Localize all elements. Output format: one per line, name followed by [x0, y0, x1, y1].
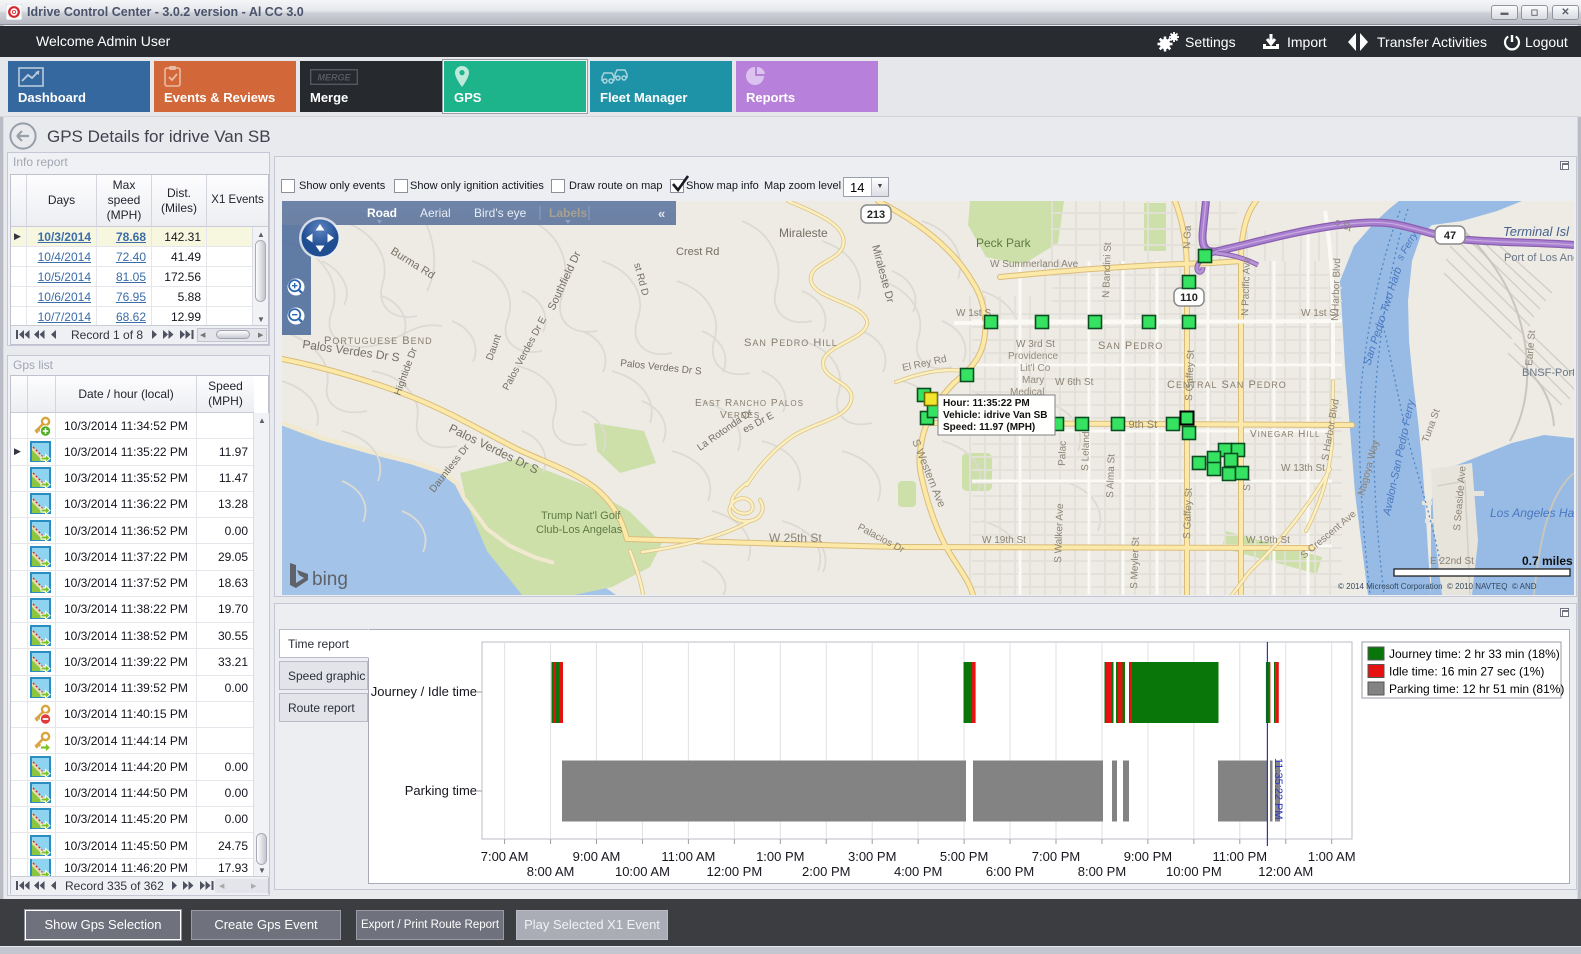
svg-text:Crest Rd: Crest Rd: [676, 246, 719, 258]
svg-text:Road: Road: [367, 206, 397, 220]
svg-text:Miraleste: Miraleste: [779, 226, 828, 240]
svg-text:10:00 PM: 10:00 PM: [1166, 864, 1222, 879]
svg-text:W 1st S: W 1st S: [956, 308, 991, 319]
svg-text:11:00 AM: 11:00 AM: [661, 849, 715, 864]
svg-text:SAN PEDRO HILL: SAN PEDRO HILL: [744, 337, 838, 349]
svg-text:Journey time: 2 hr 33 min (18%: Journey time: 2 hr 33 min (18%): [1389, 647, 1560, 661]
svg-text:SAN PEDRO: SAN PEDRO: [1098, 340, 1163, 352]
svg-text:5:00 PM: 5:00 PM: [940, 849, 988, 864]
svg-text:11:00 PM: 11:00 PM: [1212, 849, 1267, 864]
svg-text:Peck Park: Peck Park: [976, 236, 1032, 250]
svg-text:W 19th St: W 19th St: [1246, 535, 1290, 546]
svg-text:S Walker Ave: S Walker Ave: [1053, 503, 1066, 563]
svg-text:VERDES: VERDES: [720, 410, 760, 421]
svg-text:Providence: Providence: [1008, 351, 1058, 362]
svg-text:W 19th St: W 19th St: [982, 535, 1026, 546]
svg-text:S Meyler St: S Meyler St: [1129, 537, 1142, 589]
svg-text:Port of Los Angel: Port of Los Angel: [1504, 252, 1574, 264]
svg-text:9:00 PM: 9:00 PM: [1124, 849, 1172, 864]
svg-text:Earle St: Earle St: [1524, 330, 1538, 367]
svg-text:W 9th St: W 9th St: [1115, 419, 1157, 431]
svg-text:8:00 AM: 8:00 AM: [527, 864, 575, 879]
svg-text:0.7 miles: 0.7 miles: [1522, 554, 1573, 568]
svg-text:© 2014 Microsoft Corporation: © 2014 Microsoft Corporation © 2010 NAVT…: [1338, 582, 1537, 591]
svg-text:MERGE: MERGE: [317, 73, 351, 83]
svg-text:S Gaffey St: S Gaffey St: [1184, 350, 1197, 402]
svg-text:Aerial: Aerial: [420, 206, 451, 220]
svg-text:Hour: 11:35:22 PM: Hour: 11:35:22 PM: [943, 398, 1030, 409]
svg-text:Bird's eye: Bird's eye: [474, 206, 527, 220]
svg-text:11:35:22 PM: 11:35:22 PM: [1272, 758, 1284, 820]
svg-text:Lit'l Co: Lit'l Co: [1020, 363, 1051, 374]
svg-text:10:00 AM: 10:00 AM: [615, 864, 670, 879]
svg-text:CENTRAL SAN PEDRO: CENTRAL SAN PEDRO: [1167, 379, 1287, 391]
svg-text:Speed: 11.97 (MPH): Speed: 11.97 (MPH): [943, 422, 1035, 433]
svg-text:EAST RANCHO PALOS: EAST RANCHO PALOS: [695, 398, 804, 409]
svg-text:1:00 PM: 1:00 PM: [756, 849, 804, 864]
svg-text:S Alma St: S Alma St: [1105, 454, 1118, 498]
svg-text:N Bandini St: N Bandini St: [1101, 242, 1114, 298]
svg-text:12:00 PM: 12:00 PM: [707, 864, 763, 879]
svg-text:Terminal Isl: Terminal Isl: [1503, 224, 1570, 239]
svg-text:W 6th St: W 6th St: [1055, 377, 1094, 388]
svg-text:S Gaffey St: S Gaffey St: [1182, 488, 1195, 540]
svg-text:4:00 PM: 4:00 PM: [894, 864, 942, 879]
svg-text:W 13th St: W 13th St: [1281, 463, 1325, 474]
svg-text:«: «: [658, 206, 665, 221]
svg-text:S P: S P: [1242, 474, 1254, 491]
svg-text:PORTUGUESE BEND: PORTUGUESE BEND: [324, 335, 433, 347]
svg-text:N Pacific Ave: N Pacific Ave: [1240, 257, 1253, 317]
svg-text:Trump Nat'l Golf: Trump Nat'l Golf: [541, 510, 621, 522]
svg-text:Parking time: Parking time: [405, 783, 477, 798]
svg-text:W 1st St: W 1st St: [1301, 308, 1339, 319]
svg-text:Club-Los Angelas: Club-Los Angelas: [536, 524, 623, 536]
svg-text:3:00 PM: 3:00 PM: [848, 849, 896, 864]
svg-text:Journey / Idle time: Journey / Idle time: [371, 684, 477, 699]
svg-text:Mary: Mary: [1022, 375, 1044, 386]
svg-text:N Harbor Blvd: N Harbor Blvd: [1330, 258, 1343, 321]
svg-text:110: 110: [1180, 292, 1198, 304]
svg-text:BNSF-Port: BNSF-Port: [1522, 367, 1574, 379]
svg-text:Idle time: 16 min 27 sec (1%): Idle time: 16 min 27 sec (1%): [1389, 665, 1544, 679]
svg-text:N Ga: N Ga: [1182, 225, 1194, 249]
svg-text:12:00 AM: 12:00 AM: [1258, 864, 1313, 879]
svg-text:VINEGAR HILL: VINEGAR HILL: [1250, 429, 1320, 440]
svg-text:1:00 AM: 1:00 AM: [1308, 849, 1356, 864]
svg-text:8:00 PM: 8:00 PM: [1078, 864, 1126, 879]
svg-text:S Leland: S Leland: [1080, 431, 1092, 471]
svg-text:W 3rd St: W 3rd St: [1016, 339, 1055, 350]
svg-text:Los Angeles Harb: Los Angeles Harb: [1490, 506, 1574, 520]
svg-text:47: 47: [1444, 230, 1456, 242]
svg-text:bing: bing: [312, 569, 348, 590]
svg-text:E 22nd St: E 22nd St: [1430, 556, 1474, 567]
svg-text:7:00 AM: 7:00 AM: [481, 849, 529, 864]
svg-text:Palac: Palac: [1057, 441, 1069, 466]
svg-text:213: 213: [867, 209, 885, 221]
svg-text:W 25th St: W 25th St: [769, 531, 822, 545]
svg-text:Vehicle: idrive Van SB: Vehicle: idrive Van SB: [943, 410, 1048, 421]
svg-text:6:00 PM: 6:00 PM: [986, 864, 1034, 879]
svg-text:Parking time: 12 hr 51 min (81: Parking time: 12 hr 51 min (81%): [1389, 682, 1564, 696]
svg-text:Labels: Labels: [549, 206, 587, 220]
svg-text:9:00 AM: 9:00 AM: [573, 849, 621, 864]
svg-text:Medical: Medical: [1010, 387, 1044, 398]
svg-text:W Summerland Ave: W Summerland Ave: [990, 259, 1079, 270]
svg-text:7:00 PM: 7:00 PM: [1032, 849, 1080, 864]
svg-text:2:00 PM: 2:00 PM: [802, 864, 850, 879]
